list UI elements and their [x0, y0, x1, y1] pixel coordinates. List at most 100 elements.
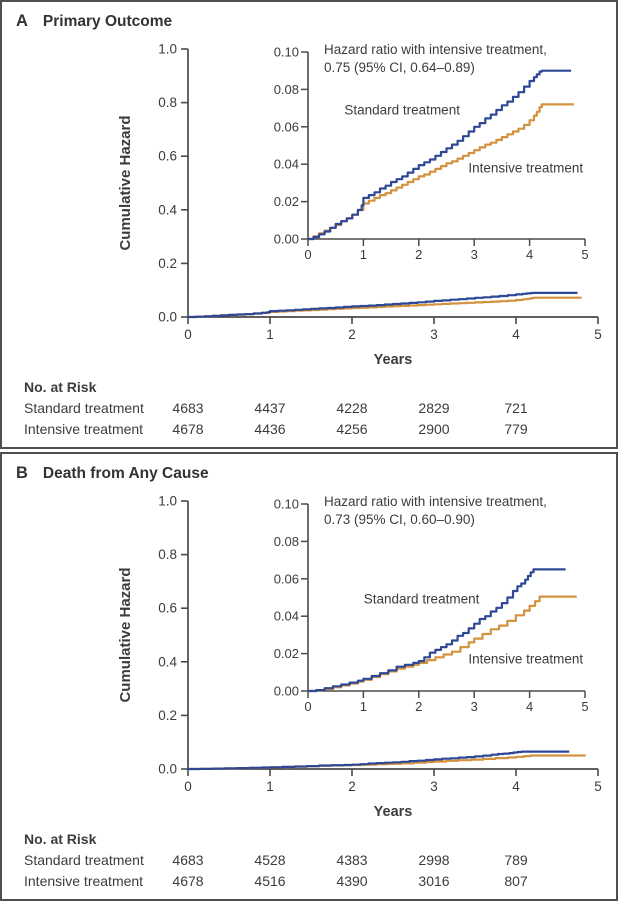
standard-treatment-curve-main [188, 750, 570, 771]
at-risk-value: 779 [504, 421, 528, 437]
chart-svg: 0.0 0.2 0.4 0.6 0.8 1.0 0 1 2 3 4 5 0.00 0.02 0.04 0.06… [117, 42, 602, 369]
x-tick-label: 4 [512, 327, 520, 342]
y-tick-label: 1.0 [158, 42, 177, 57]
at-risk-value: 2998 [418, 852, 450, 868]
inset-y-tick-label: 0.02 [274, 646, 299, 661]
at-risk-value: 721 [504, 400, 528, 416]
inset-x-tick-label: 1 [360, 247, 367, 262]
at-risk-value: 3016 [418, 873, 450, 889]
at-risk-value: 4437 [254, 400, 286, 416]
inset-y-tick-label: 0.00 [274, 684, 299, 699]
y-tick-label: 0.2 [158, 708, 177, 723]
y-tick-label: 0.2 [158, 256, 177, 271]
hazard-ratio-annotation: Hazard ratio with intensive treatment, 0… [324, 41, 547, 76]
annotation-line2: 0.73 (95% CI, 0.60–0.90) [324, 511, 475, 527]
inset-x-tick-label: 5 [581, 699, 588, 714]
x-tick-label: 0 [184, 779, 192, 794]
y-tick-label: 0.4 [158, 654, 177, 669]
x-tick-label: 0 [184, 327, 192, 342]
inset-y-tick-label: 0.04 [274, 157, 299, 172]
chart-svg: 0.0 0.2 0.4 0.6 0.8 1.0 0 1 2 3 4 5 0.00 0.02 0.04 0.06… [117, 494, 602, 821]
standard-treatment-label: Standard treatment [344, 102, 460, 118]
y-axis-label: Cumulative Hazard [117, 567, 134, 702]
inset-y-tick-label: 0.06 [274, 119, 299, 134]
at-risk-value: 4678 [172, 873, 204, 889]
y-tick-label: 0.8 [158, 95, 177, 110]
y-tick-label: 1.0 [158, 494, 177, 509]
at-risk-value: 4678 [172, 421, 204, 437]
x-tick-label: 1 [266, 779, 274, 794]
at-risk-value: 4516 [254, 873, 286, 889]
inset-x-tick-label: 1 [360, 699, 367, 714]
at-risk-value: 4256 [336, 421, 368, 437]
at-risk-value: 789 [504, 852, 528, 868]
intensive-treatment-curve-inset [308, 595, 577, 693]
at-risk-value: 807 [504, 873, 528, 889]
y-tick-label: 0.8 [158, 547, 177, 562]
inset-x-tick-label: 4 [526, 247, 533, 262]
x-tick-label: 5 [594, 779, 602, 794]
at-risk-value: 4436 [254, 421, 286, 437]
table-row: Standard treatment 4683 4528 4383 2998 7… [2, 850, 616, 871]
standard-treatment-curve-main [188, 291, 578, 319]
y-tick-label: 0.0 [158, 310, 177, 325]
plot-area: 0.0 0.2 0.4 0.6 0.8 1.0 0 1 2 3 4 5 0.00 0.02 0.04 0.06… [2, 33, 616, 373]
annotation-line1: Hazard ratio with intensive treatment, [324, 42, 547, 57]
x-tick-label: 5 [594, 327, 602, 342]
at-risk-header: No. at Risk [24, 379, 97, 395]
y-tick-label: 0.4 [158, 202, 177, 217]
main-axis [187, 501, 598, 770]
at-risk-value: 4383 [336, 852, 368, 868]
x-tick-label: 3 [430, 779, 438, 794]
inset-x-tick-label: 3 [471, 247, 478, 262]
intensive-treatment-label: Intensive treatment [468, 651, 584, 667]
no-at-risk-table: No. at Risk Standard treatment 4683 4528… [2, 829, 616, 892]
table-row: Standard treatment 4683 4437 4228 2829 7… [2, 398, 616, 419]
x-tick-label: 3 [430, 327, 438, 342]
hazard-ratio-annotation: Hazard ratio with intensive treatment, 0… [324, 493, 547, 528]
at-risk-row-label: Standard treatment [24, 852, 144, 868]
panel-letter: B [16, 464, 28, 482]
panel-letter: A [16, 12, 28, 30]
at-risk-row-label: Intensive treatment [24, 873, 144, 889]
standard-treatment-curve-inset [308, 568, 566, 693]
at-risk-value: 4228 [336, 400, 368, 416]
y-tick-label: 0.6 [158, 149, 177, 164]
table-row: Intensive treatment 4678 4516 4390 3016 … [2, 871, 616, 892]
standard-treatment-curve-inset [308, 69, 572, 241]
x-tick-label: 2 [348, 327, 356, 342]
annotation-line1: Hazard ratio with intensive treatment, [324, 494, 547, 509]
at-risk-value: 4683 [172, 400, 204, 416]
at-risk-header: No. at Risk [24, 831, 97, 847]
y-tick-label: 0.0 [158, 762, 177, 777]
inset-x-tick-label: 3 [471, 699, 478, 714]
panel-title-text: Death from Any Cause [42, 465, 209, 482]
inset-y-tick-label: 0.10 [274, 497, 299, 512]
inset-y-tick-label: 0.08 [274, 534, 299, 549]
inset-y-tick-label: 0.06 [274, 571, 299, 586]
inset-x-tick-label: 2 [415, 699, 422, 714]
no-at-risk-table: No. at Risk Standard treatment 4683 4437… [2, 377, 616, 440]
at-risk-value: 4528 [254, 852, 286, 868]
x-tick-label: 4 [512, 779, 520, 794]
y-axis-label: Cumulative Hazard [117, 115, 134, 250]
x-tick-label: 1 [266, 327, 274, 342]
inset-y-tick-label: 0.04 [274, 609, 299, 624]
panel-death-any-cause: B Death from Any Cause 0.0 0.2 0.4 0.6 0.8 1.… [0, 452, 618, 901]
x-tick-label: 2 [348, 779, 356, 794]
plot-area: 0.0 0.2 0.4 0.6 0.8 1.0 0 1 2 3 4 5 0.00 0.02 0.04 0.06… [2, 485, 616, 825]
inset-y-tick-label: 0.08 [274, 82, 299, 97]
standard-treatment-label: Standard treatment [363, 591, 480, 607]
at-risk-row-label: Intensive treatment [24, 421, 144, 437]
at-risk-value: 2829 [418, 400, 450, 416]
y-tick-label: 0.6 [158, 601, 177, 616]
inset-x-tick-label: 0 [304, 699, 311, 714]
annotation-line2: 0.75 (95% CI, 0.64–0.89) [324, 59, 475, 75]
panel-primary-outcome: A Primary Outcome 0.0 0.2 0.4 0.6 0.8 1.0 0 1 2 3… [0, 0, 618, 449]
intensive-treatment-label: Intensive treatment [468, 160, 584, 176]
panel-title-text: Primary Outcome [42, 13, 173, 30]
inset-y-tick-label: 0.10 [274, 45, 299, 60]
at-risk-value: 4390 [336, 873, 368, 889]
panel-title: A Primary Outcome [2, 2, 616, 31]
